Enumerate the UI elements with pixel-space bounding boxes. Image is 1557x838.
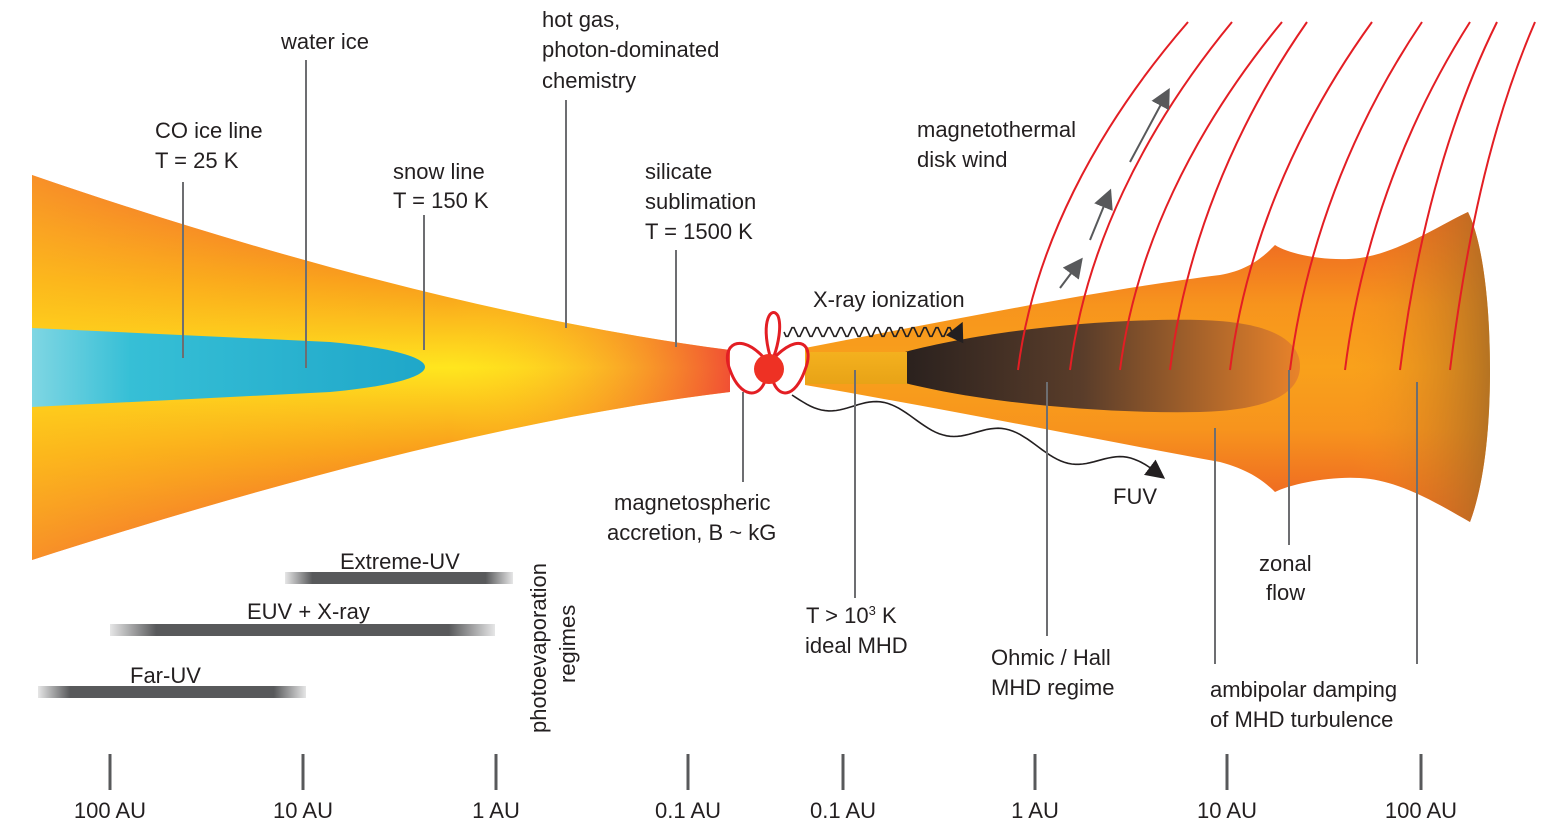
ideal-mhd-exp: 3 bbox=[869, 603, 876, 618]
distance-axis: 100 AU 10 AU 1 AU 0.1 AU 0.1 AU 1 AU 10 … bbox=[74, 754, 1457, 823]
snow-line-label: snow line bbox=[393, 159, 485, 184]
hot-gas-label-2: photon-dominated bbox=[542, 37, 719, 62]
svg-text:silicate: silicate bbox=[645, 159, 712, 184]
axis-tick-label: 1 AU bbox=[1011, 798, 1059, 823]
svg-text:T = 150 K: T = 150 K bbox=[393, 188, 489, 213]
co-ice-temp-label: T = 25 K bbox=[155, 148, 239, 173]
svg-text:regimes: regimes bbox=[555, 605, 580, 683]
ambipolar-label-1: ambipolar damping bbox=[1210, 677, 1397, 702]
svg-text:ideal MHD: ideal MHD bbox=[805, 633, 908, 658]
ohmic-hall-label-2: MHD regime bbox=[991, 675, 1114, 700]
silicate-label-1: silicate bbox=[645, 159, 712, 184]
regime-bar-extreme-uv bbox=[285, 572, 513, 584]
field-line bbox=[1344, 21, 1471, 371]
disk-wind-label-1: magnetothermal bbox=[917, 117, 1076, 142]
regime-label-extreme-uv: Extreme-UV bbox=[340, 549, 460, 574]
dead-zone bbox=[905, 319, 1300, 413]
zonal-label-1: zonal bbox=[1259, 551, 1312, 576]
axis-tick-label: 0.1 AU bbox=[655, 798, 721, 823]
svg-text:CO ice line: CO ice line bbox=[155, 118, 263, 143]
regime-label-far-uv: Far-UV bbox=[130, 663, 201, 688]
svg-text:Ohmic / Hall: Ohmic / Hall bbox=[991, 645, 1111, 670]
svg-text:photon-dominated: photon-dominated bbox=[542, 37, 719, 62]
field-line bbox=[1169, 21, 1308, 371]
svg-text:T = 1500 K: T = 1500 K bbox=[645, 219, 753, 244]
field-line bbox=[1119, 21, 1283, 371]
field-line bbox=[1449, 21, 1536, 371]
snow-line-temp-label: T = 150 K bbox=[393, 188, 489, 213]
xray-arrow bbox=[783, 321, 964, 344]
axis-tick-label: 0.1 AU bbox=[810, 798, 876, 823]
regime-bar-euv-xray bbox=[110, 624, 495, 636]
svg-text:hot gas,: hot gas, bbox=[542, 7, 620, 32]
ohmic-hall-label-1: Ohmic / Hall bbox=[991, 645, 1111, 670]
svg-text:T > 103 K: T > 103 K bbox=[806, 603, 897, 628]
star bbox=[754, 354, 784, 384]
water-ice-label: water ice bbox=[280, 29, 369, 54]
svg-text:chemistry: chemistry bbox=[542, 68, 636, 93]
field-line bbox=[1017, 21, 1189, 371]
field-line bbox=[1229, 21, 1373, 371]
photoevaporation-regimes: Extreme-UV EUV + X-ray Far-UV bbox=[38, 549, 513, 698]
photoevap-label-2: regimes bbox=[555, 605, 580, 683]
svg-text:snow line: snow line bbox=[393, 159, 485, 184]
axis-tick-label: 1 AU bbox=[472, 798, 520, 823]
hot-gas-label-3: chemistry bbox=[542, 68, 636, 93]
disk-wind-label-2: disk wind bbox=[917, 147, 1007, 172]
ambipolar-label-2: of MHD turbulence bbox=[1210, 707, 1393, 732]
fuv-arrow bbox=[791, 394, 1166, 479]
silicate-label-3: T = 1500 K bbox=[645, 219, 753, 244]
hot-gas-label-1: hot gas, bbox=[542, 7, 620, 32]
silicate-label-2: sublimation bbox=[645, 189, 756, 214]
left-disk bbox=[32, 175, 730, 560]
field-line bbox=[1289, 21, 1423, 371]
svg-text:magnetospheric: magnetospheric bbox=[614, 490, 771, 515]
svg-text:zonal: zonal bbox=[1259, 551, 1312, 576]
magnetospheric-label-1: magnetospheric bbox=[614, 490, 771, 515]
star-magnetosphere bbox=[725, 310, 810, 395]
ideal-mhd-label: ideal MHD bbox=[805, 633, 908, 658]
svg-text:sublimation: sublimation bbox=[645, 189, 756, 214]
svg-text:MHD regime: MHD regime bbox=[991, 675, 1114, 700]
field-line bbox=[1399, 21, 1498, 371]
regime-label-euv-xray: EUV + X-ray bbox=[247, 599, 370, 624]
xray-label: X-ray ionization bbox=[813, 287, 965, 312]
svg-text:accretion, B ~ kG: accretion, B ~ kG bbox=[607, 520, 776, 545]
field-line bbox=[1069, 21, 1233, 371]
svg-text:ambipolar damping: ambipolar damping bbox=[1210, 677, 1397, 702]
fuv-label: FUV bbox=[1113, 484, 1157, 509]
svg-text:T = 25 K: T = 25 K bbox=[155, 148, 239, 173]
ideal-mhd-temp: T > 10 bbox=[806, 603, 869, 628]
wind-arrows bbox=[1059, 87, 1170, 289]
axis-tick-label: 10 AU bbox=[273, 798, 333, 823]
svg-text:magnetothermal: magnetothermal bbox=[917, 117, 1076, 142]
axis-tick-label: 100 AU bbox=[74, 798, 146, 823]
svg-text:photoevaporation: photoevaporation bbox=[526, 563, 551, 733]
svg-text:of MHD turbulence: of MHD turbulence bbox=[1210, 707, 1393, 732]
annotations: water ice CO ice line T = 25 K snow line… bbox=[155, 7, 1397, 733]
field-lines bbox=[1017, 21, 1536, 371]
right-disk bbox=[805, 212, 1490, 522]
axis-tick-label: 100 AU bbox=[1385, 798, 1457, 823]
axis-tick-label: 10 AU bbox=[1197, 798, 1257, 823]
svg-text:flow: flow bbox=[1266, 580, 1305, 605]
leader-lines bbox=[182, 60, 1418, 664]
photoevap-label-1: photoevaporation bbox=[526, 563, 551, 733]
water-ice-region bbox=[32, 328, 425, 407]
co-ice-line-label: CO ice line bbox=[155, 118, 263, 143]
magnetospheric-label-2: accretion, B ~ kG bbox=[607, 520, 776, 545]
regime-bar-far-uv bbox=[38, 686, 306, 698]
zonal-label-2: flow bbox=[1266, 580, 1305, 605]
svg-text:disk wind: disk wind bbox=[917, 147, 1007, 172]
